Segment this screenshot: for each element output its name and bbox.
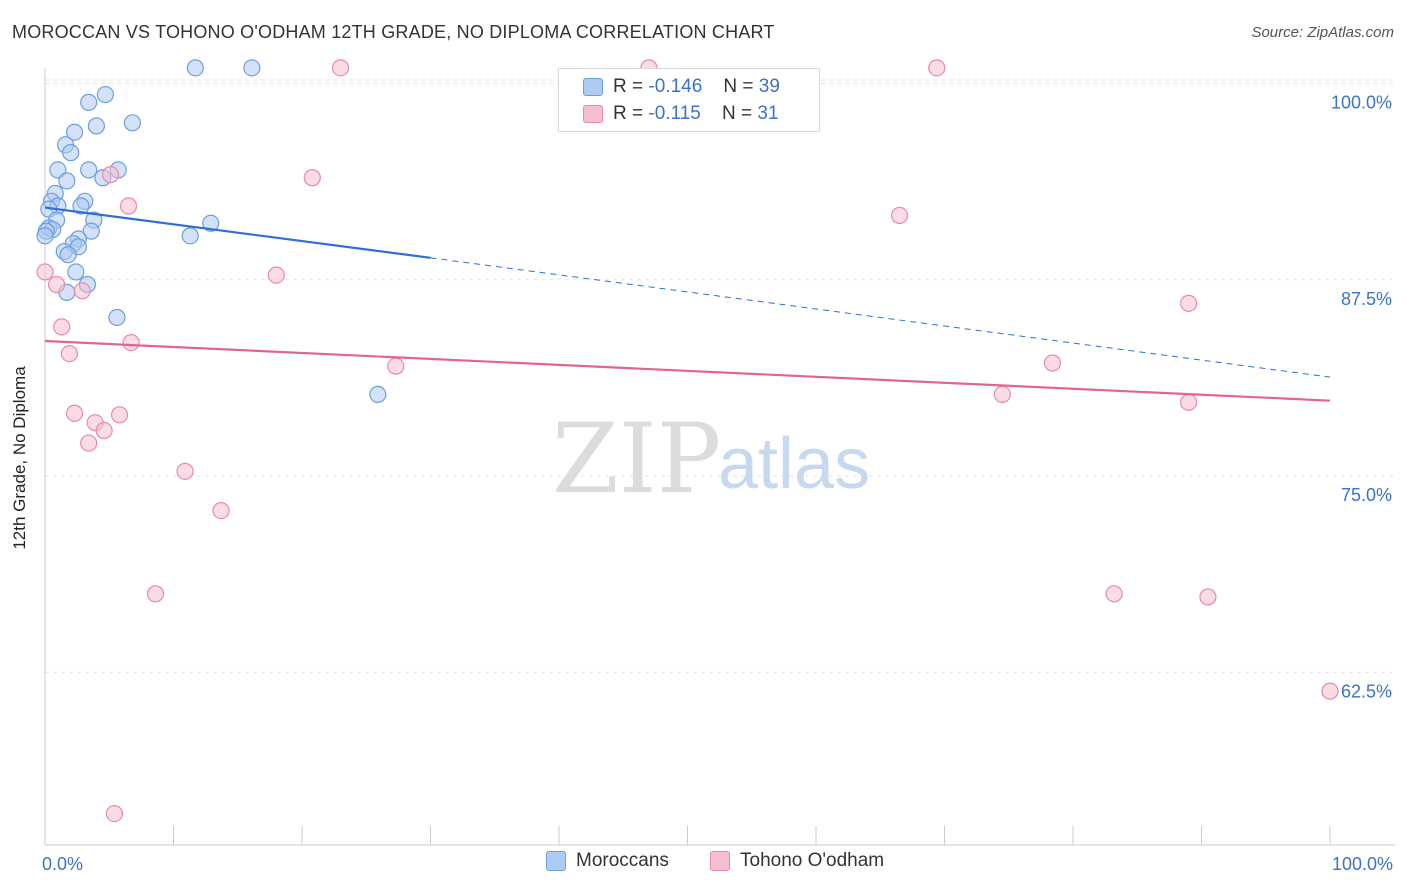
tohono-point[interactable]: [212, 501, 230, 520]
moroccans-point[interactable]: [202, 214, 220, 232]
tohono-point[interactable]: [1180, 393, 1198, 411]
tohono-point[interactable]: [146, 585, 165, 603]
r-label: R =: [613, 103, 644, 124]
moroccans-point[interactable]: [80, 161, 98, 179]
pink-swatch: [583, 105, 603, 123]
watermark-zip: ZIP: [552, 403, 721, 515]
series-legend: Moroccans Tohono O'odham: [0, 850, 1406, 880]
x-tick-label-max: 100.0%: [1332, 854, 1393, 874]
tohono-point[interactable]: [101, 166, 120, 184]
n-label: N =: [721, 103, 753, 124]
tohono-point[interactable]: [73, 282, 91, 300]
points-layer: [36, 59, 1339, 823]
tohono-point[interactable]: [331, 59, 350, 77]
y-tick-label: 100.0%: [1331, 93, 1392, 113]
blue-swatch: [583, 78, 603, 96]
tohono-point[interactable]: [1199, 588, 1217, 606]
tohono-point[interactable]: [1321, 682, 1339, 700]
n-value: 31: [757, 103, 779, 124]
tohono-point[interactable]: [95, 421, 113, 440]
moroccans-point[interactable]: [96, 85, 114, 104]
moroccans-point[interactable]: [80, 93, 98, 111]
chart-title: MOROCCAN VS TOHONO O'ODHAM 12TH GRADE, N…: [12, 22, 775, 42]
watermark-atlas: atlas: [718, 424, 870, 504]
legend-label-moroccans: Moroccans: [576, 850, 669, 871]
moroccans-point[interactable]: [369, 385, 387, 404]
n-label: N =: [723, 76, 754, 97]
tohono-point[interactable]: [1105, 585, 1123, 603]
moroccans-point[interactable]: [186, 59, 204, 77]
tohono-point[interactable]: [80, 434, 98, 452]
x-tick-label-min: 0.0%: [42, 854, 83, 874]
tohono-point[interactable]: [303, 169, 321, 187]
tohono-point[interactable]: [1043, 354, 1062, 372]
moroccans-point[interactable]: [65, 123, 84, 141]
moroccans-trendline-extension: [430, 257, 1331, 378]
tohono-point[interactable]: [105, 804, 123, 823]
moroccans-point[interactable]: [82, 222, 100, 240]
tohono-point[interactable]: [890, 206, 909, 225]
moroccans-point[interactable]: [108, 308, 126, 327]
tohono-point[interactable]: [267, 266, 285, 284]
moroccans-point[interactable]: [67, 263, 85, 281]
stats-legend-row-moroccans: R = -0.146 N = 39: [583, 74, 780, 100]
stats-legend-row-tohono: R = -0.115 N = 31: [583, 101, 779, 127]
moroccans-point[interactable]: [243, 59, 261, 77]
moroccans-point[interactable]: [87, 117, 106, 135]
legend-item-moroccans[interactable]: Moroccans: [546, 850, 669, 872]
r-label: R =: [613, 76, 644, 97]
y-tick-label: 62.5%: [1341, 681, 1392, 701]
moroccans-point[interactable]: [58, 172, 76, 190]
tohono-point[interactable]: [993, 385, 1011, 404]
moroccans-point[interactable]: [62, 144, 80, 162]
pink-swatch: [710, 851, 730, 871]
r-value: -0.115: [648, 103, 701, 124]
watermark: ZIP atlas: [552, 403, 870, 515]
legend-label-tohono: Tohono O'odham: [740, 850, 885, 871]
tohono-point[interactable]: [928, 59, 946, 77]
tohono-point[interactable]: [36, 263, 54, 281]
tohono-point[interactable]: [110, 406, 129, 424]
tohono-point[interactable]: [1180, 294, 1198, 312]
n-value: 39: [758, 76, 780, 97]
grid-layer: [45, 79, 1395, 673]
tohono-point[interactable]: [53, 318, 71, 336]
legend-item-tohono[interactable]: Tohono O'odham: [710, 850, 884, 872]
tohono-point[interactable]: [122, 334, 140, 352]
tohono-point[interactable]: [176, 462, 194, 480]
tohono-point[interactable]: [60, 344, 79, 363]
moroccans-point[interactable]: [36, 227, 54, 245]
trend-layer: [44, 206, 1331, 402]
stats-legend: R = -0.146 N = 39 R = -0.115 N = 31: [558, 68, 820, 132]
moroccans-trendline: [44, 206, 431, 259]
moroccans-point[interactable]: [72, 197, 90, 215]
moroccans-point[interactable]: [123, 114, 141, 132]
tohono-point[interactable]: [65, 404, 84, 422]
tick-label-layer: 100.0% 87.5% 75.0% 62.5% 0.0% 100.0%: [42, 93, 1393, 874]
moroccans-point[interactable]: [181, 227, 199, 245]
tohono-trendline: [44, 339, 1331, 402]
tohono-point[interactable]: [119, 197, 138, 215]
source-label: Source: ZipAtlas.com: [1251, 24, 1394, 41]
y-tick-label: 87.5%: [1341, 289, 1392, 309]
blue-swatch: [546, 851, 566, 871]
tohono-point[interactable]: [387, 357, 405, 375]
y-tick-label: 75.0%: [1341, 485, 1392, 505]
moroccans-point[interactable]: [59, 246, 77, 264]
r-value: -0.146: [648, 76, 703, 97]
tohono-point[interactable]: [47, 275, 66, 294]
